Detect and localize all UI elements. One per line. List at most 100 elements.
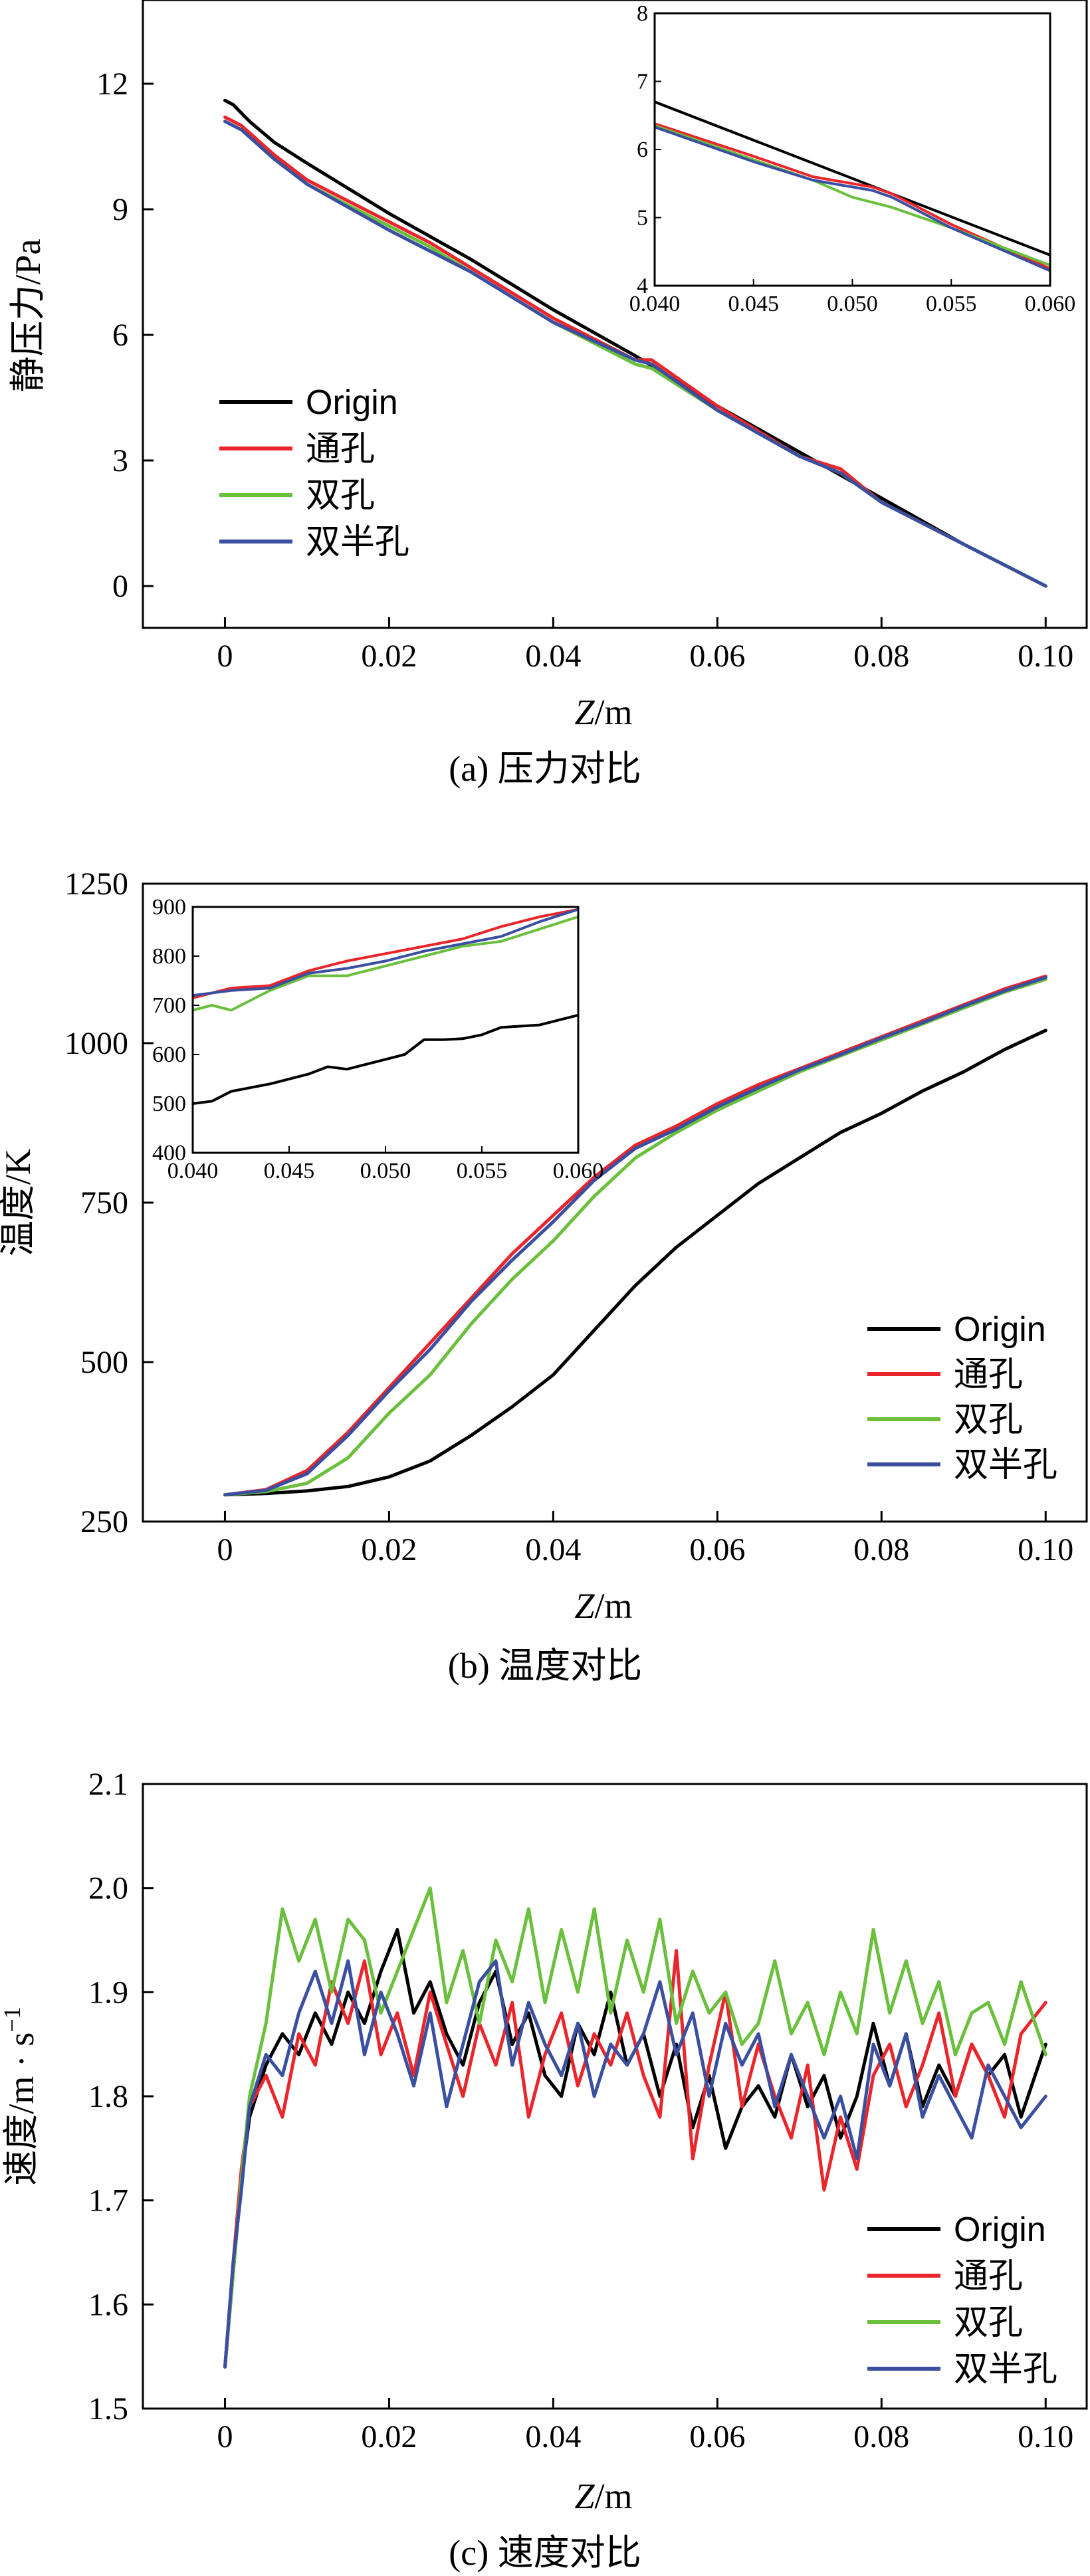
x-tick-label: 0.06 <box>689 1532 745 1567</box>
panel-caption: (c) 速度对比 <box>449 2533 641 2573</box>
plot-frame <box>142 1783 1088 2410</box>
series-line-through-hole <box>223 115 1047 588</box>
y-tick-label: 250 <box>80 1504 128 1539</box>
x-tick-label: 0 <box>217 1532 233 1567</box>
inset-x-tick-label: 0.040 <box>167 1159 219 1183</box>
x-tick-label: 0.04 <box>525 2419 581 2454</box>
legend-label-double-hole: 双孔 <box>954 2304 1023 2342</box>
y-tick-label: 1.5 <box>88 2391 128 2427</box>
y-tick-label: 750 <box>80 1185 128 1221</box>
inset-chart: 0.040 0.045 0.050 0.055 0.060 4 5 6 7 8 <box>629 1 1076 316</box>
x-tick-label: 0.10 <box>1018 2419 1073 2454</box>
x-tick-label: 0 <box>217 2419 233 2454</box>
panel-caption: (a) 压力对比 <box>449 749 641 789</box>
plot-frame <box>142 0 1088 629</box>
x-tick-label: 0.10 <box>1018 1532 1073 1567</box>
legend-label-double-hole: 双孔 <box>306 476 375 515</box>
inset-y-tick-label: 500 <box>152 1092 186 1116</box>
chart-panel-0: 0 0.02 0.04 0.06 0.08 0.10 0 3 6 9 12 Z/m 静压力/Pa (a) … <box>8 0 1088 789</box>
inset-y-tick-label: 4 <box>637 274 648 298</box>
y-tick-label: 0 <box>112 569 128 604</box>
y-tick-label: 1.7 <box>88 2183 128 2219</box>
y-axis-label: 静压力/Pa <box>8 239 48 392</box>
legend-label-double-hole: 双孔 <box>954 1401 1023 1439</box>
y-tick-label: 1.9 <box>88 1975 128 2010</box>
inset-series-line-double-hole <box>193 915 578 1012</box>
legend-label-origin: Origin <box>954 1310 1046 1349</box>
y-tick-label: 1.8 <box>88 2079 128 2114</box>
x-tick-label: 0.06 <box>689 2419 745 2454</box>
inset-y-tick-label: 900 <box>152 895 186 920</box>
y-tick-label: 9 <box>112 192 128 227</box>
x-tick-label: 0 <box>217 639 233 674</box>
inset-x-tick-label: 0.055 <box>926 292 977 316</box>
inset-chart: 0.040 0.045 0.050 0.055 0.060 400 500 600 700 800… <box>152 895 603 1183</box>
inset-x-tick-label: 0.045 <box>264 1159 315 1183</box>
inset-y-tick-label: 5 <box>637 206 648 231</box>
x-tick-label: 0.06 <box>689 639 745 674</box>
series-line-origin <box>223 1029 1047 1497</box>
legend-label-through-hole: 通孔 <box>954 2257 1023 2296</box>
inset-x-tick-label: 0.060 <box>553 1159 604 1183</box>
x-tick-label: 0.10 <box>1018 639 1073 674</box>
y-tick-label: 12 <box>96 66 128 102</box>
series-line-origin <box>223 1928 1047 2369</box>
series-line-through-hole <box>223 1949 1047 2369</box>
inset-series-line-through-hole <box>193 908 578 999</box>
inset-series-line-double-half-hole <box>193 908 578 997</box>
chart-panel-1: 0 0.02 0.04 0.06 0.08 0.10 250 500 750 1000 1250 Z/… <box>0 866 1088 1686</box>
legend-label-double-half-hole: 双半孔 <box>954 2350 1057 2389</box>
series-line-double-hole <box>223 1886 1047 2369</box>
y-axis-label: 速度/m · s−1 <box>0 2007 41 2185</box>
legend-label-double-half-hole: 双半孔 <box>306 523 409 561</box>
inset-y-tick-label: 600 <box>152 1042 186 1067</box>
panel-caption: (b) 温度对比 <box>448 1646 642 1686</box>
inset-y-tick-label: 7 <box>637 70 648 94</box>
series-line-double-half-hole <box>223 120 1047 588</box>
x-axis-label: Z/m <box>574 692 632 732</box>
y-tick-label: 1.6 <box>88 2287 128 2322</box>
y-tick-label: 6 <box>112 318 128 353</box>
chart-panel-2: 0 0.02 0.04 0.06 0.08 0.10 1.5 1.6 1.7 1.8 1.9 2.0 2… <box>0 1767 1088 2573</box>
inset-series-line-through-hole <box>655 122 1050 270</box>
inset-x-tick-label: 0.055 <box>457 1159 508 1183</box>
legend-label-origin: Origin <box>306 383 398 422</box>
x-tick-label: 0.02 <box>361 2419 417 2454</box>
inset-y-tick-label: 400 <box>152 1141 186 1165</box>
x-tick-label: 0.08 <box>853 2419 909 2454</box>
series-line-double-half-hole <box>223 975 1047 1497</box>
x-tick-label: 0.08 <box>853 1532 909 1567</box>
inset-x-tick-label: 0.050 <box>360 1159 411 1183</box>
legend-label-origin: Origin <box>954 2211 1046 2249</box>
x-axis-label: Z/m <box>574 2476 632 2516</box>
inset-series-line-double-half-hole <box>655 126 1050 272</box>
legend-label-through-hole: 通孔 <box>954 1355 1023 1394</box>
inset-y-tick-label: 8 <box>637 1 648 26</box>
inset-x-tick-label: 0.040 <box>629 292 681 316</box>
inset-x-tick-label: 0.060 <box>1025 292 1076 316</box>
series-line-double-half-hole <box>223 1959 1047 2369</box>
y-tick-label: 3 <box>112 443 128 478</box>
x-tick-label: 0.02 <box>361 1532 417 1567</box>
inset-x-tick-label: 0.050 <box>827 292 878 316</box>
x-tick-label: 0.08 <box>853 639 909 674</box>
legend-label-through-hole: 通孔 <box>306 430 375 468</box>
x-axis-label: Z/m <box>574 1586 632 1626</box>
inset-y-tick-label: 800 <box>152 944 186 969</box>
x-tick-label: 0.04 <box>525 1532 581 1567</box>
x-tick-label: 0.04 <box>525 639 581 674</box>
y-tick-label: 2.0 <box>88 1871 128 1906</box>
y-tick-label: 2.1 <box>88 1767 128 1802</box>
inset-y-tick-label: 6 <box>637 138 648 162</box>
inset-y-tick-label: 700 <box>152 993 186 1018</box>
inset-x-tick-label: 0.045 <box>728 292 780 316</box>
y-axis-label: 温度/K <box>0 1149 38 1256</box>
y-tick-label: 1250 <box>64 866 128 902</box>
y-tick-label: 1000 <box>64 1026 128 1061</box>
y-tick-label: 500 <box>80 1345 128 1380</box>
inset-series-line-origin <box>655 100 1050 256</box>
